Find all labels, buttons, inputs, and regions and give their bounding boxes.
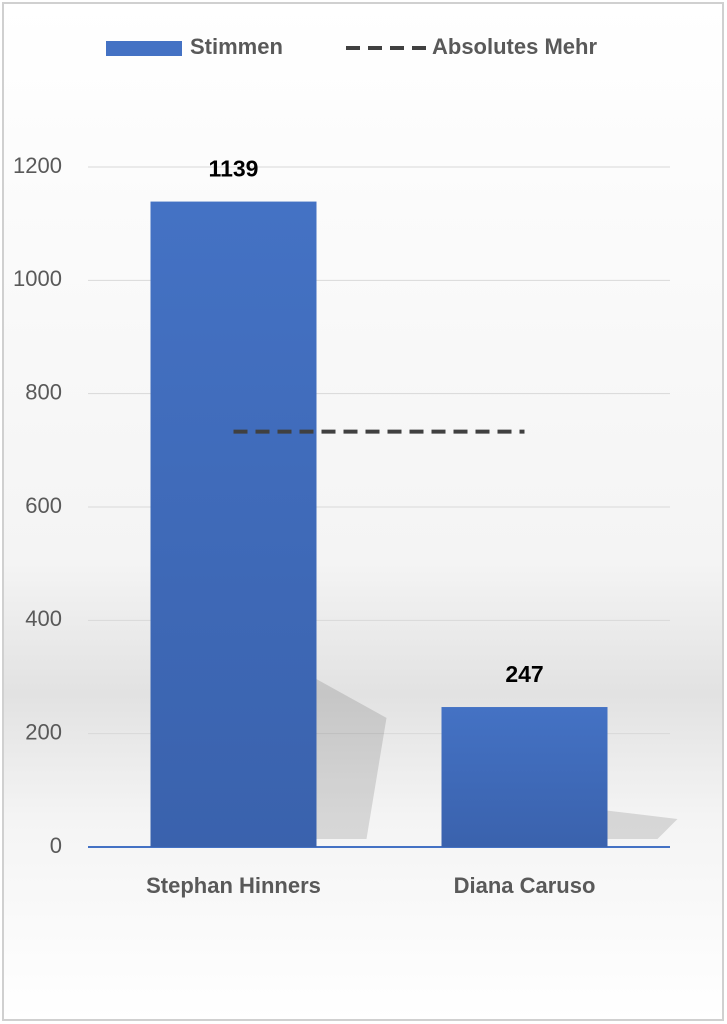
legend-label: Absolutes Mehr bbox=[432, 34, 597, 59]
y-tick-label: 0 bbox=[50, 833, 62, 858]
legend-swatch bbox=[106, 41, 182, 56]
data-label: 1139 bbox=[209, 156, 259, 182]
y-tick-label: 600 bbox=[25, 493, 62, 518]
y-tick-label: 1200 bbox=[13, 153, 62, 178]
bar-shadow bbox=[607, 810, 678, 839]
bar-shadow bbox=[316, 679, 387, 839]
y-tick-label: 200 bbox=[25, 719, 62, 744]
bar bbox=[150, 201, 317, 848]
y-tick-label: 800 bbox=[25, 379, 62, 404]
x-tick-label: Diana Caruso bbox=[454, 873, 596, 898]
bar bbox=[441, 707, 608, 847]
y-tick-label: 1000 bbox=[13, 266, 62, 291]
data-label: 247 bbox=[505, 661, 543, 687]
legend-label: Stimmen bbox=[190, 34, 283, 59]
y-tick-label: 400 bbox=[25, 606, 62, 631]
x-tick-label: Stephan Hinners bbox=[146, 873, 321, 898]
